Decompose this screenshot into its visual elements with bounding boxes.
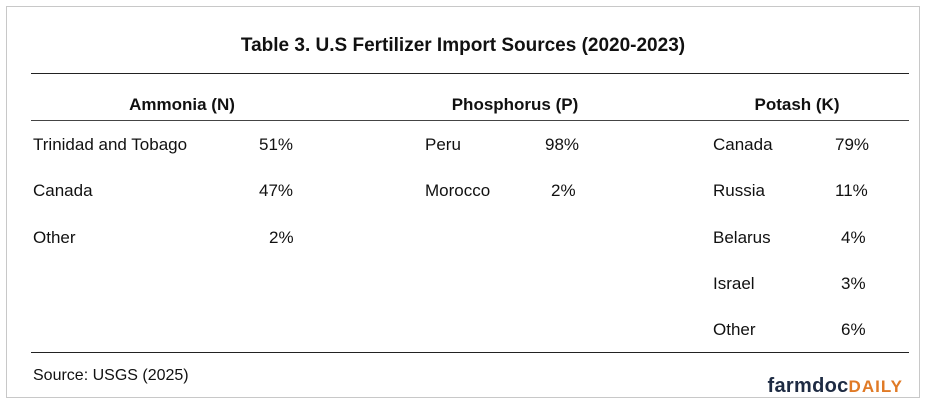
potash-country-3: Belarus: [713, 228, 771, 247]
table-title: Table 3. U.S Fertilizer Import Sources (…: [240, 35, 686, 56]
header-phosphorus: Phosphorus (P): [451, 95, 579, 114]
ammonia-share-1: 51%: [259, 135, 294, 154]
header-ammonia: Ammonia (N): [129, 95, 235, 114]
potash-share-3: 4%: [841, 228, 866, 247]
potash-share-4: 3%: [841, 274, 866, 293]
logo-daily: DAILY: [848, 377, 903, 396]
source-note: Source: USGS (2025): [33, 367, 189, 384]
potash-country-2: Russia: [713, 181, 765, 200]
bottom-rule: [31, 352, 909, 353]
table-frame: Table 3. U.S Fertilizer Import Sources (…: [6, 6, 920, 398]
phosphorus-share-2: 2%: [551, 181, 576, 200]
ammonia-country-1: Trinidad and Tobago: [33, 135, 188, 154]
phosphorus-country-2: Morocco: [425, 181, 491, 200]
potash-country-1: Canada: [713, 135, 773, 154]
phosphorus-share-1: 98%: [545, 135, 580, 154]
potash-share-1: 79%: [835, 135, 870, 154]
potash-country-5: Other: [713, 320, 756, 339]
header-rule: [31, 120, 909, 121]
header-potash: Potash (K): [754, 95, 840, 114]
top-rule: [31, 73, 909, 74]
ammonia-country-2: Canada: [33, 181, 93, 200]
logo-farmdoc: farmdoc: [767, 375, 849, 397]
phosphorus-country-1: Peru: [425, 135, 461, 154]
potash-share-5: 6%: [841, 320, 866, 339]
ammonia-country-3: Other: [33, 228, 76, 247]
ammonia-share-3: 2%: [269, 228, 294, 247]
farmdoc-daily-logo: farmdocDAILY: [768, 375, 903, 398]
potash-country-4: Israel: [713, 274, 755, 293]
potash-share-2: 11%: [835, 181, 868, 200]
ammonia-share-2: 47%: [259, 181, 294, 200]
